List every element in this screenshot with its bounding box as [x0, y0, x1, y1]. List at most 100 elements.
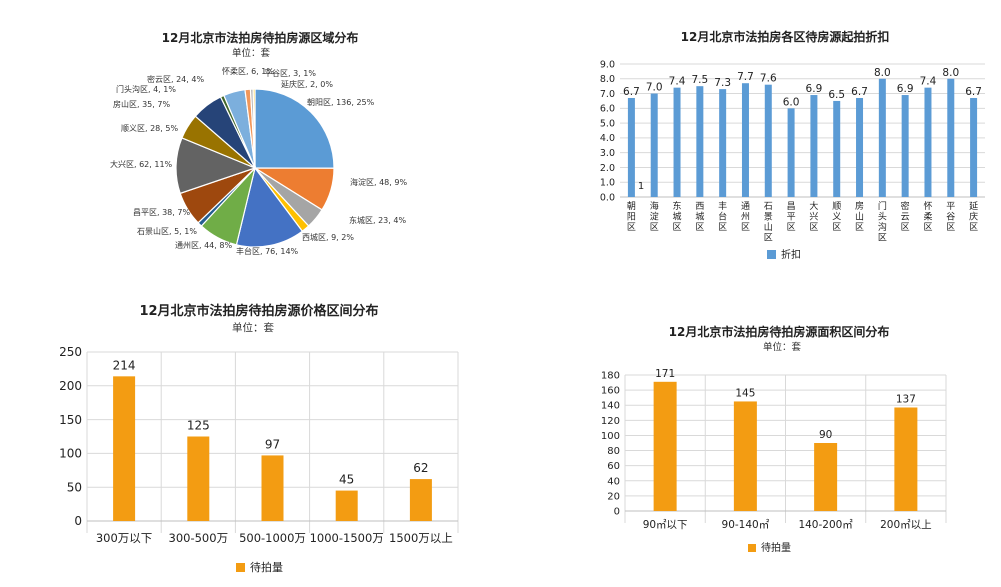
- y-tick-label: 8.0: [600, 74, 615, 85]
- y-tick-label: 5.0: [600, 118, 615, 129]
- x-tick-label: 义: [832, 212, 841, 223]
- x-tick-label: 延: [969, 200, 978, 212]
- pie-chart: 12月北京市法拍房待拍房源区域分布 单位：套 朝阳区, 136, 25% 海淀区,…: [110, 30, 407, 256]
- legend-label: 待拍量: [761, 541, 791, 554]
- pie-chart-title: 12月北京市法拍房待拍房源区域分布: [162, 30, 359, 45]
- x-tick-label: 区: [741, 222, 750, 233]
- bar-value-label: 7.5: [691, 74, 708, 86]
- x-tick-label: 平: [946, 201, 955, 212]
- bar: [653, 381, 677, 511]
- bar: [650, 93, 658, 197]
- bar: [409, 479, 432, 521]
- y-tick-label: 160: [601, 386, 620, 397]
- x-tick-label: 300万以下: [96, 531, 152, 545]
- x-tick-label: 140-200㎡: [798, 519, 853, 531]
- area-chart-subtitle: 单位：套: [763, 341, 802, 353]
- x-tick-label: 区: [764, 233, 773, 244]
- bar-value-label: 7.4: [920, 76, 937, 88]
- x-tick-label: 云: [901, 213, 910, 223]
- y-tick-label: 50: [67, 480, 82, 494]
- pie-slice-label: 门头沟区, 4, 1%: [116, 84, 176, 94]
- pie-slice-label: 密云区, 24, 4%: [147, 74, 204, 84]
- x-tick-label: 房: [855, 200, 864, 212]
- pie-slice-label: 东城区, 23, 4%: [349, 215, 406, 225]
- bar: [764, 84, 772, 197]
- y-tick-label: 60: [607, 461, 620, 472]
- bar: [741, 83, 749, 197]
- pie-slice-label: 延庆区, 2, 0%: [281, 79, 333, 89]
- pie-slice-label: 丰台区, 76, 14%: [236, 246, 299, 256]
- x-tick-label: 庆: [969, 211, 978, 223]
- x-tick-label: 山: [855, 212, 864, 223]
- bar: [335, 490, 358, 521]
- y-tick-label: 0.0: [600, 192, 615, 203]
- bar: [733, 401, 757, 511]
- bar-value-label: 171: [655, 368, 675, 380]
- bar-value-label: 45: [339, 473, 354, 487]
- x-tick-label: 区: [946, 222, 955, 233]
- bar: [113, 376, 136, 521]
- chart-annotation: 1: [638, 181, 644, 192]
- bar-value-label: 62: [413, 461, 428, 475]
- x-tick-label: 1500万以上: [389, 531, 453, 545]
- y-tick-label: 6.0: [600, 104, 615, 115]
- legend-swatch: [236, 563, 245, 572]
- area-chart-title: 12月北京市法拍房待拍房源面积区间分布: [669, 324, 890, 339]
- x-tick-label: 区: [855, 222, 864, 233]
- price-chart-title: 12月北京市法拍房待拍房源价格区间分布: [139, 303, 378, 319]
- x-tick-label: 区: [969, 222, 978, 233]
- pie-slice-label: 房山区, 35, 7%: [113, 99, 170, 109]
- area-chart-panel: 12月北京市法拍房待拍房源面积区间分布 单位：套 0 20 40 60 80 100 120…: [580, 290, 1001, 587]
- x-tick-label: 兴: [809, 212, 818, 223]
- bar-value-label: 137: [896, 393, 916, 405]
- pie-slice-label: 昌平区, 38, 7%: [133, 208, 190, 217]
- price-chart-panel: 12月北京市法拍房待拍房源价格区间分布 单位：套 0 50 100 150 200 250…: [0, 290, 500, 587]
- pie-slice-label: 西城区, 9, 2%: [302, 233, 354, 242]
- x-tick-label: 区: [627, 222, 636, 233]
- y-tick-label: 3.0: [600, 148, 615, 159]
- bar-value-label: 90: [819, 429, 832, 441]
- x-tick-label: 沟: [878, 221, 887, 233]
- x-tick-label: 平: [787, 212, 796, 223]
- bar: [187, 436, 210, 521]
- bar: [787, 108, 795, 197]
- bar-value-label: 7.7: [737, 71, 754, 83]
- pie-chart-panel: 12月北京市法拍房待拍房源区域分布 单位：套 朝阳区, 136, 25% 海淀区,…: [0, 0, 500, 290]
- bar-value-label: 145: [735, 387, 755, 399]
- x-tick-label: 区: [832, 222, 841, 233]
- y-tick-label: 180: [601, 371, 620, 382]
- y-tick-label: 40: [607, 476, 620, 487]
- pie-slice-label: 通州区, 44, 8%: [175, 240, 232, 250]
- x-tick-label: 200㎡以上: [880, 519, 932, 531]
- legend-swatch: [748, 544, 756, 552]
- bar: [261, 455, 284, 521]
- y-tick-label: 150: [59, 413, 82, 427]
- bar-value-label: 7.0: [646, 82, 663, 94]
- x-tick-label: 90-140㎡: [722, 519, 770, 531]
- bar-value-label: 6.0: [783, 96, 800, 108]
- x-tick-label: 大: [809, 200, 818, 212]
- x-tick-label: 海: [650, 200, 659, 212]
- bar-value-label: 7.6: [760, 73, 777, 85]
- bar: [696, 86, 704, 197]
- pie-slice: [252, 88, 256, 169]
- pie-slice-label: 顺义区, 28, 5%: [121, 124, 178, 133]
- y-tick-label: 120: [601, 416, 620, 427]
- bar-value-label: 6.9: [897, 83, 914, 95]
- y-tick-label: 9.0: [600, 59, 615, 70]
- x-tick-label: 昌: [787, 201, 796, 212]
- bar-value-label: 8.0: [874, 67, 891, 79]
- legend-label: 待拍量: [250, 560, 283, 574]
- bar: [810, 95, 818, 197]
- x-tick-label: 300-500万: [169, 531, 229, 545]
- x-tick-label: 90㎡以下: [643, 519, 688, 531]
- y-tick-label: 20: [607, 491, 620, 502]
- pie-slice-label: 平谷区, 3, 1%: [264, 69, 316, 78]
- pie-slice-label: 石景山区, 5, 1%: [137, 226, 197, 236]
- pie-slice-label: 海淀区, 48, 9%: [350, 177, 407, 187]
- bar-value-label: 6.7: [623, 86, 640, 98]
- x-tick-label: 东: [673, 200, 682, 212]
- y-tick-label: 100: [59, 447, 82, 461]
- y-tick-label: 1.0: [600, 178, 615, 189]
- bar: [947, 78, 955, 197]
